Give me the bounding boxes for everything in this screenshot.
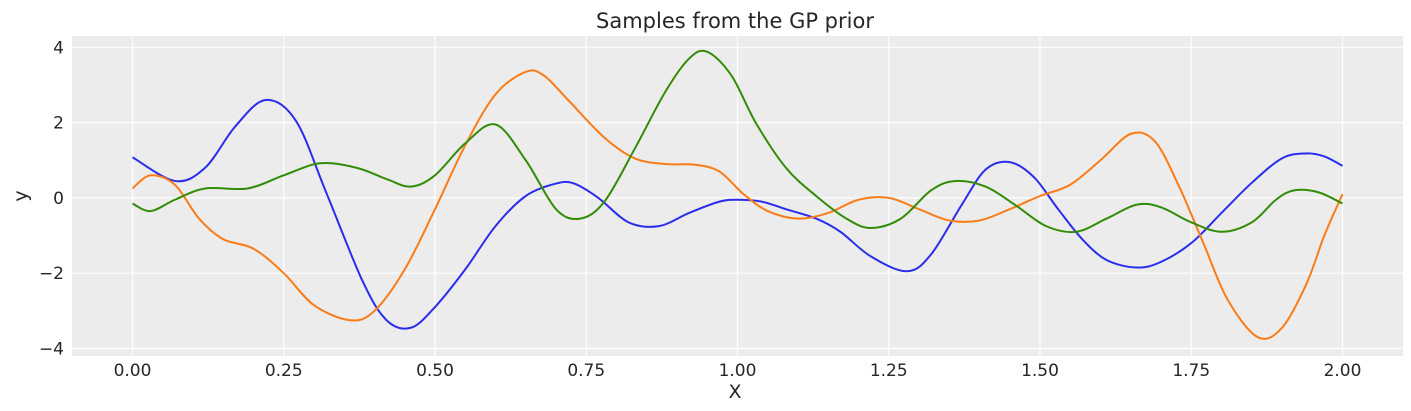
- series-layer: [131, 49, 1344, 340]
- y-tick-label: −4: [39, 339, 64, 359]
- x-tick-label: 0.75: [567, 361, 605, 381]
- x-tick-label: 1.75: [1172, 361, 1210, 381]
- series-line-1: [131, 98, 1343, 330]
- x-tick-label: 1.00: [719, 361, 757, 381]
- chart-title: Samples from the GP prior: [596, 9, 874, 33]
- x-tick-label: 2.00: [1324, 361, 1362, 381]
- x-tick-label: 0.00: [114, 361, 152, 381]
- x-tick-label: 1.50: [1021, 361, 1059, 381]
- y-tick-label: 4: [53, 38, 64, 58]
- x-axis-label: X: [728, 381, 741, 403]
- x-tick-label: 0.50: [416, 361, 454, 381]
- y-tick-label: 2: [53, 114, 64, 134]
- x-tick-label: 0.25: [265, 361, 303, 381]
- y-tick-labels: −4 −2 0 2 4: [39, 38, 64, 359]
- y-tick-label: −2: [39, 264, 64, 284]
- x-tick-label: 1.25: [870, 361, 908, 381]
- grid-lines: [72, 36, 1403, 356]
- series-line-3: [132, 49, 1343, 234]
- y-axis-label: y: [10, 190, 32, 201]
- x-tick-labels: 0.00 0.25 0.50 0.75 1.00 1.25 1.50 1.75 2.00: [114, 361, 1362, 381]
- series-line-2: [131, 69, 1344, 340]
- y-tick-label: 0: [53, 189, 64, 209]
